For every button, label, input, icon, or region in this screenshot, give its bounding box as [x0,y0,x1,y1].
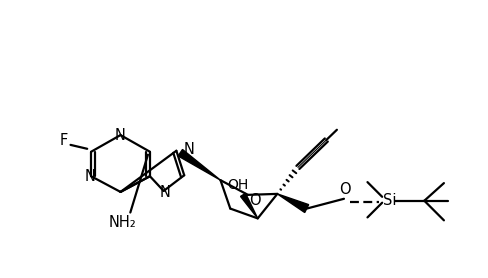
Polygon shape [241,193,258,219]
Text: NH₂: NH₂ [109,215,136,230]
Text: N: N [159,185,170,200]
Text: OH: OH [227,178,249,192]
Text: Si: Si [383,193,397,208]
Polygon shape [277,194,309,212]
Text: N: N [85,169,96,184]
Text: N: N [183,142,194,157]
Text: F: F [60,133,68,148]
Text: O: O [339,182,351,197]
Polygon shape [178,150,221,180]
Text: O: O [249,193,261,208]
Text: N: N [115,128,126,143]
